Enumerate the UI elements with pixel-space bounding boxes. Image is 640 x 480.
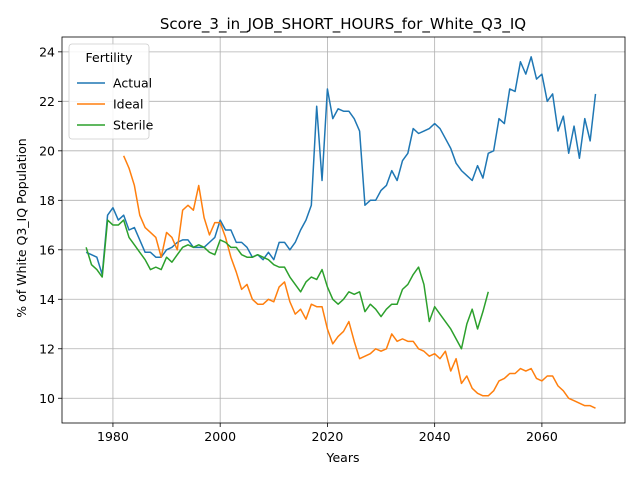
x-axis-label: Years [326,450,360,465]
y-axis-ticks: 10 12 14 16 18 20 22 24 [39,44,62,406]
y-tick-label: 20 [39,143,55,158]
y-axis-label: % of White Q3_IQ Population [14,138,29,317]
y-tick-label: 14 [39,292,55,307]
legend-title: Fertility [86,50,134,65]
x-tick-label: 2020 [312,429,344,444]
legend-label-actual: Actual [113,76,152,91]
x-tick-label: 2040 [419,429,451,444]
x-tick-label: 2060 [526,429,558,444]
legend-label-ideal: Ideal [113,97,143,112]
y-tick-label: 18 [39,193,55,208]
y-tick-label: 16 [39,242,55,257]
series-line-ideal [122,155,596,409]
plot-area-frame [61,36,626,424]
x-axis-ticks: 1980 2000 2020 2040 2060 [97,423,558,444]
series-line-sterile [85,219,489,350]
legend: Fertility Actual Ideal Sterile [68,43,154,140]
x-tick-label: 2000 [204,429,236,444]
series-line-actual [85,56,597,276]
series-lines [85,56,597,409]
x-tick-label: 1980 [97,429,129,444]
y-tick-label: 12 [39,341,55,356]
y-tick-label: 24 [39,44,55,59]
y-tick-label: 22 [39,94,55,109]
y-tick-label: 10 [39,391,55,406]
legend-label-sterile: Sterile [113,118,154,133]
chart-title: Score_3_in_JOB_SHORT_HOURS_for_White_Q3_… [160,15,526,34]
legend-box [68,43,150,140]
